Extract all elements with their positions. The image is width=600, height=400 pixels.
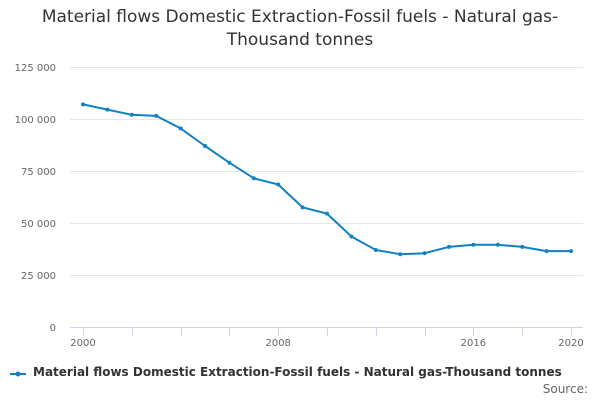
data-point[interactable] [105,107,110,112]
source-credit: Source: [542,382,588,396]
x-axis: 2000 2008 2016 2020 [70,327,584,349]
data-point[interactable] [569,249,573,254]
x-tick-label: 2020 [558,338,583,349]
data-point[interactable] [300,205,305,210]
data-point[interactable] [520,244,525,249]
y-tick-label: 25 000 [21,271,56,282]
data-point[interactable] [373,248,378,252]
data-point[interactable] [544,249,549,254]
data-point[interactable] [227,160,232,165]
series-plot[interactable] [81,102,573,257]
legend-symbol-icon [10,371,26,377]
x-tick-label: 2008 [265,338,290,349]
data-point[interactable] [129,112,134,117]
data-point[interactable] [447,244,451,249]
data-point[interactable] [178,126,183,131]
data-point[interactable] [154,113,159,118]
data-point[interactable] [251,176,256,181]
data-point[interactable] [471,242,476,247]
chart-title: Material flows Domestic Extraction-Fossi… [41,7,559,50]
y-axis: 0 25 000 50 000 75 000 100 000 125 000 [15,63,56,334]
data-point[interactable] [398,252,403,257]
gridlines [70,67,583,276]
data-point[interactable] [325,211,329,216]
legend-item-label: Material flows Domestic Extraction-Fossi… [33,365,562,379]
data-point[interactable] [495,242,500,247]
x-tick-label: 2016 [461,338,486,349]
y-tick-label: 50 000 [21,219,56,230]
data-point[interactable] [203,144,207,148]
y-tick-label: 75 000 [21,167,56,178]
x-tick-label: 2000 [70,338,95,349]
y-tick-label: 100 000 [15,115,56,126]
data-point[interactable] [81,102,85,107]
data-point[interactable] [349,234,354,239]
y-tick-label: 125 000 [15,63,56,74]
series-line[interactable] [82,103,572,256]
data-point[interactable] [422,251,427,256]
data-point[interactable] [276,182,281,187]
y-tick-label: 0 [50,323,56,334]
legend[interactable]: Material flows Domestic Extraction-Fossi… [10,364,595,382]
